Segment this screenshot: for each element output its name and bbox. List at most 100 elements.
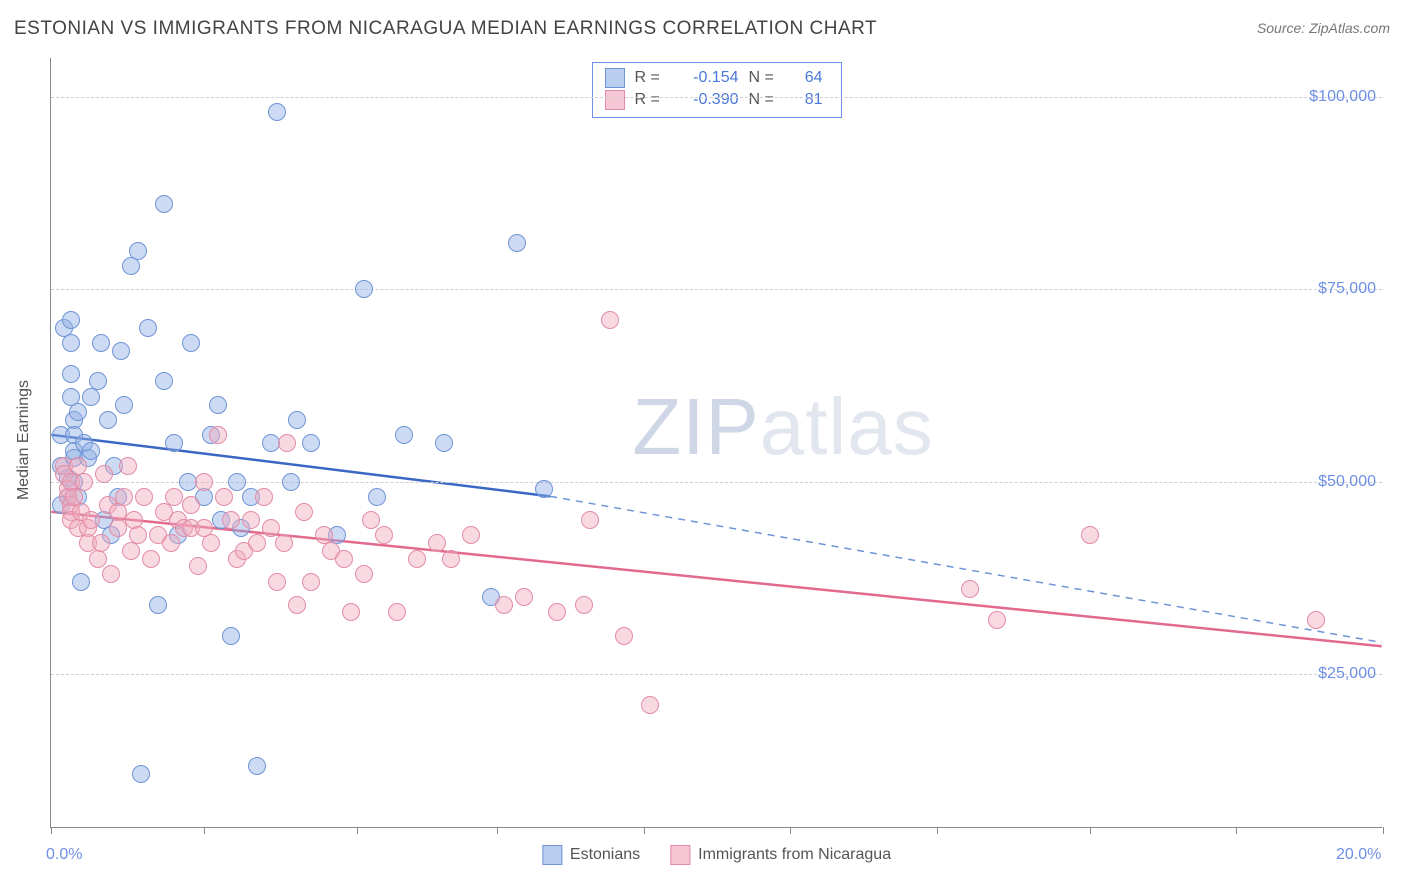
data-point [222,511,240,529]
gridline [51,674,1382,675]
x-tick [357,827,358,834]
data-point [62,365,80,383]
data-point [139,319,157,337]
data-point [109,519,127,537]
data-point [115,488,133,506]
data-point [99,411,117,429]
watermark-zip: ZIP [632,382,759,471]
data-point [165,488,183,506]
source-prefix: Source: [1257,20,1309,36]
data-point [1307,611,1325,629]
x-axis-label-left: 0.0% [46,846,82,864]
data-point [268,573,286,591]
data-point [515,588,533,606]
x-tick [204,827,205,834]
data-point [62,334,80,352]
correlation-row-estonians: R = -0.154 N = 64 [605,67,823,89]
x-tick [1236,827,1237,834]
n-label: N = [749,69,783,87]
x-tick [644,827,645,834]
trend-line [51,512,1381,647]
data-point [89,372,107,390]
data-point [112,342,130,360]
data-point [288,596,306,614]
r-value-nicaragua: -0.390 [679,91,739,109]
data-point [601,311,619,329]
data-point [122,257,140,275]
n-value-nicaragua: 81 [793,91,823,109]
data-point [408,550,426,568]
data-point [615,627,633,645]
data-point [575,596,593,614]
x-tick [1090,827,1091,834]
data-point [262,434,280,452]
data-point [248,534,266,552]
gridline [51,97,1382,98]
data-point [82,511,100,529]
data-point [179,473,197,491]
data-point [142,550,160,568]
data-point [95,465,113,483]
data-point [275,534,293,552]
n-label: N = [749,91,783,109]
data-point [182,334,200,352]
data-point [961,580,979,598]
y-tick-label: $25,000 [1318,665,1376,683]
data-point [295,503,313,521]
data-point [428,534,446,552]
data-point [248,757,266,775]
x-tick [937,827,938,834]
x-tick [51,827,52,834]
data-point [255,488,273,506]
data-point [165,434,183,452]
legend-label-estonians: Estonians [570,846,640,864]
correlation-legend: R = -0.154 N = 64 R = -0.390 N = 81 [592,62,842,118]
data-point [135,488,153,506]
data-point [375,526,393,544]
source-attribution: Source: ZipAtlas.com [1257,20,1390,36]
data-point [282,473,300,491]
trend-lines-layer [51,58,1382,827]
data-point [155,195,173,213]
data-point [182,496,200,514]
data-point [335,550,353,568]
data-point [535,480,553,498]
source-name: ZipAtlas.com [1309,20,1390,36]
watermark-atlas: atlas [760,382,934,471]
r-label: R = [635,91,669,109]
y-tick-label: $50,000 [1318,473,1376,491]
data-point [508,234,526,252]
legend-label-nicaragua: Immigrants from Nicaragua [698,846,891,864]
scatter-plot-area: ZIPatlas R = -0.154 N = 64 R = -0.390 N … [50,58,1382,828]
data-point [368,488,386,506]
data-point [242,511,260,529]
data-point [495,596,513,614]
data-point [92,534,110,552]
r-label: R = [635,69,669,87]
data-point [302,434,320,452]
data-point [62,311,80,329]
data-point [149,596,167,614]
legend-item-estonians: Estonians [542,845,640,865]
watermark: ZIPatlas [632,381,933,473]
data-point [82,388,100,406]
data-point [222,627,240,645]
trend-line [550,496,1381,642]
data-point [119,457,137,475]
y-tick-label: $75,000 [1318,280,1376,298]
correlation-row-nicaragua: R = -0.390 N = 81 [605,89,823,111]
x-tick [1383,827,1384,834]
data-point [155,372,173,390]
swatch-blue [605,68,625,88]
data-point [1081,526,1099,544]
data-point [342,603,360,621]
data-point [442,550,460,568]
r-value-estonians: -0.154 [679,69,739,87]
data-point [69,403,87,421]
data-point [355,565,373,583]
data-point [641,696,659,714]
n-value-estonians: 64 [793,69,823,87]
legend-item-nicaragua: Immigrants from Nicaragua [670,845,891,865]
data-point [132,765,150,783]
x-tick [497,827,498,834]
